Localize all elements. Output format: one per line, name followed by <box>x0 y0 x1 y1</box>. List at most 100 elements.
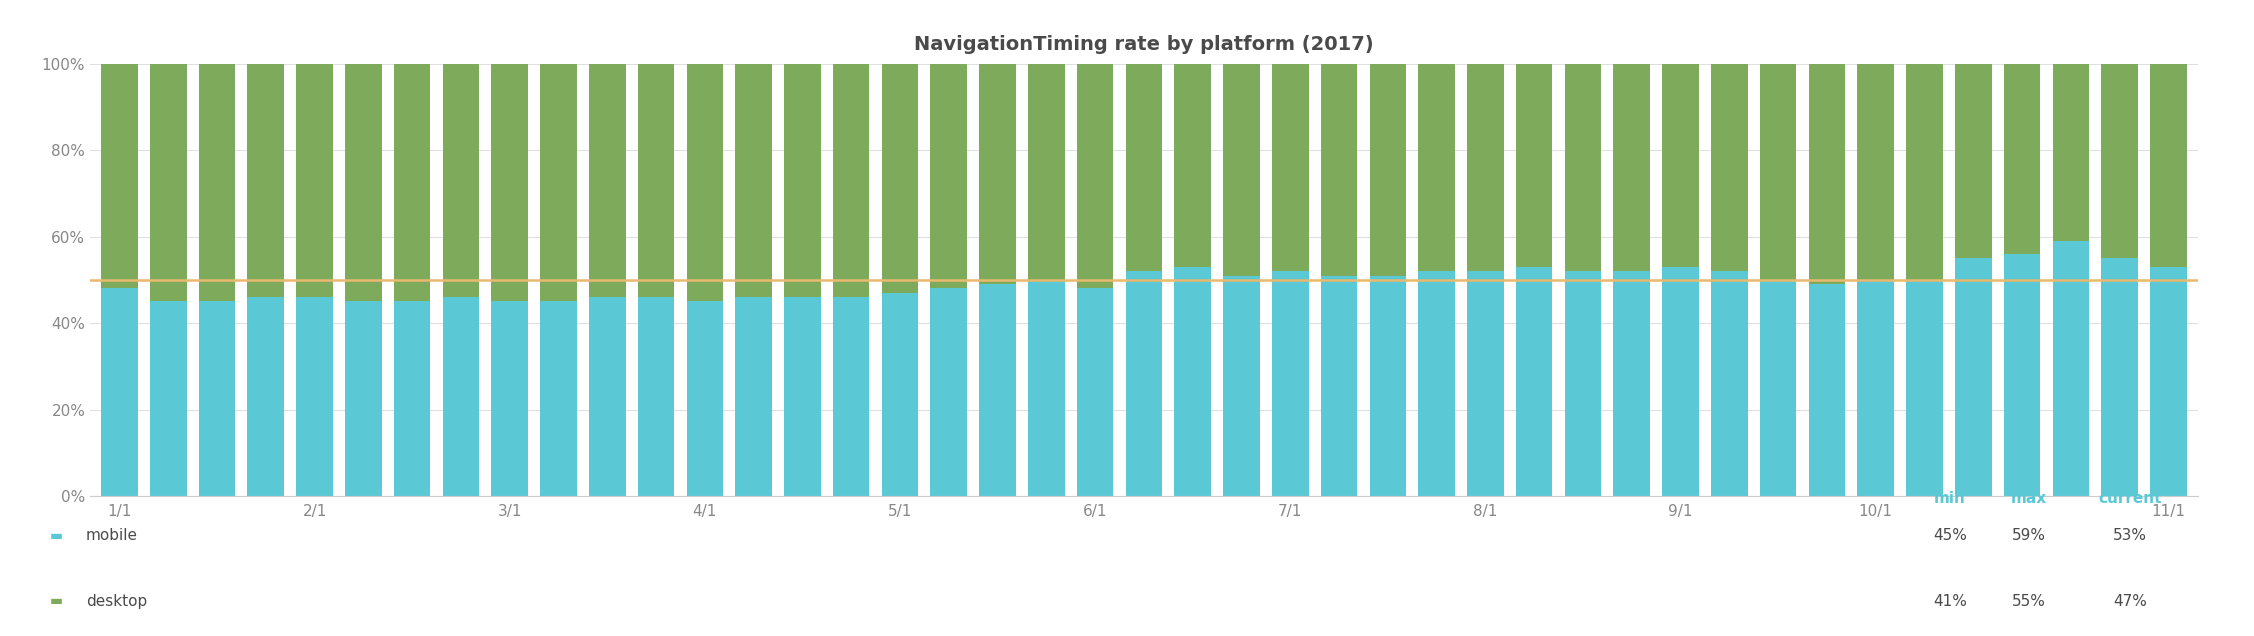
Bar <box>1271 271 1310 496</box>
Text: ▬: ▬ <box>50 594 63 608</box>
Bar <box>1174 267 1210 496</box>
Text: 47%: 47% <box>2112 593 2148 609</box>
Bar <box>1370 275 1406 496</box>
Bar <box>1224 275 1260 496</box>
Bar <box>588 64 627 297</box>
Bar <box>1125 64 1163 271</box>
Bar <box>881 64 917 293</box>
Bar <box>442 64 480 297</box>
Bar <box>1321 275 1357 496</box>
Bar <box>1614 64 1650 271</box>
Bar <box>1907 64 1943 280</box>
Bar <box>1614 271 1650 496</box>
Bar <box>735 64 771 297</box>
Bar <box>248 297 284 496</box>
Text: min: min <box>1934 490 1965 506</box>
Bar <box>1271 64 1310 271</box>
Bar <box>978 284 1017 496</box>
Bar <box>1125 271 1163 496</box>
Bar <box>151 301 187 496</box>
Bar <box>151 64 187 301</box>
Bar <box>784 64 820 297</box>
Bar <box>2053 64 2089 241</box>
Bar <box>2101 258 2137 496</box>
Bar <box>1954 258 1993 496</box>
Bar <box>931 64 967 289</box>
Text: 41%: 41% <box>1932 593 1968 609</box>
Bar <box>198 301 234 496</box>
Bar <box>295 64 334 297</box>
Bar <box>2004 64 2040 254</box>
Bar <box>1370 64 1406 275</box>
Text: current: current <box>2098 490 2162 506</box>
Bar <box>491 64 527 301</box>
Bar <box>834 64 870 297</box>
Bar <box>101 64 137 289</box>
Bar <box>345 301 381 496</box>
Bar <box>295 297 334 496</box>
Title: NavigationTiming rate by platform (2017): NavigationTiming rate by platform (2017) <box>915 35 1373 53</box>
Bar <box>2150 64 2186 267</box>
Text: 45%: 45% <box>1932 528 1968 543</box>
Bar <box>1760 64 1796 280</box>
Bar <box>541 301 577 496</box>
Bar <box>1028 64 1064 280</box>
Bar <box>1808 284 1846 496</box>
Bar <box>638 297 674 496</box>
Bar <box>1564 64 1600 271</box>
Bar <box>1028 280 1064 496</box>
Bar <box>1517 267 1553 496</box>
Bar <box>1857 64 1893 280</box>
Text: 55%: 55% <box>2011 593 2047 609</box>
Bar <box>1418 271 1454 496</box>
Bar <box>1711 271 1747 496</box>
Bar <box>1857 280 1893 496</box>
Bar <box>1711 64 1747 271</box>
Bar <box>1467 64 1503 271</box>
Text: ▬: ▬ <box>50 529 63 543</box>
Bar <box>1954 64 1993 258</box>
Bar <box>1077 289 1113 496</box>
Bar <box>101 289 137 496</box>
Bar <box>1418 64 1454 271</box>
Bar <box>881 293 917 496</box>
Bar <box>1661 267 1700 496</box>
Bar <box>2053 241 2089 496</box>
Bar <box>588 297 627 496</box>
Bar <box>1808 64 1846 284</box>
Bar <box>1661 64 1700 267</box>
Bar <box>834 297 870 496</box>
Bar <box>394 301 431 496</box>
Bar <box>687 64 724 301</box>
Bar <box>784 297 820 496</box>
Text: max: max <box>2011 490 2047 506</box>
Bar <box>1760 280 1796 496</box>
Bar <box>931 289 967 496</box>
Bar <box>198 64 234 301</box>
Bar <box>638 64 674 297</box>
Bar <box>248 64 284 297</box>
Bar <box>1564 271 1600 496</box>
Text: 53%: 53% <box>2112 528 2148 543</box>
Text: desktop: desktop <box>86 593 147 609</box>
Bar <box>687 301 724 496</box>
Text: 59%: 59% <box>2011 528 2047 543</box>
Bar <box>2150 267 2186 496</box>
Bar <box>1517 64 1553 267</box>
Bar <box>735 297 771 496</box>
Bar <box>1907 280 1943 496</box>
Text: mobile: mobile <box>86 528 137 543</box>
Bar <box>1077 64 1113 289</box>
Bar <box>1467 271 1503 496</box>
Bar <box>394 64 431 301</box>
Bar <box>442 297 480 496</box>
Bar <box>491 301 527 496</box>
Bar <box>541 64 577 301</box>
Bar <box>1321 64 1357 275</box>
Bar <box>1224 64 1260 275</box>
Bar <box>978 64 1017 284</box>
Bar <box>1174 64 1210 267</box>
Bar <box>2101 64 2137 258</box>
Bar <box>2004 254 2040 496</box>
Bar <box>345 64 381 301</box>
